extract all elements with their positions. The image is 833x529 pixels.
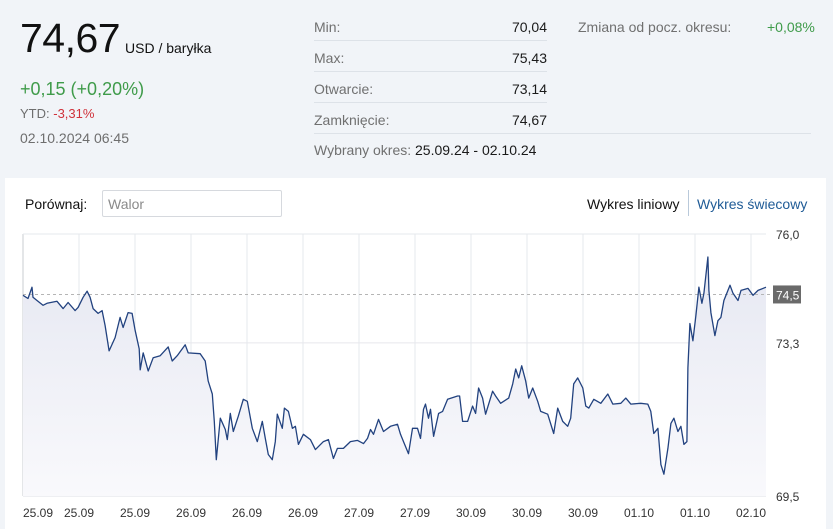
price-change: +0,15 (+0,20%) xyxy=(20,79,145,99)
stat-value: 70,04 xyxy=(511,19,547,35)
stat-row-min: Min: 70,04 xyxy=(314,10,547,41)
period-value: 25.09.24 - 02.10.24 xyxy=(415,142,537,158)
tab-candle-chart[interactable]: Wykres świecowy xyxy=(697,196,808,212)
current-price: 74,67 xyxy=(20,15,121,61)
tab-line-chart[interactable]: Wykres liniowy xyxy=(587,196,680,212)
quote-datetime: 02.10.2024 06:45 xyxy=(20,130,129,146)
stat-label: Zamknięcie: xyxy=(314,112,390,128)
stat-label: Max: xyxy=(314,50,345,66)
stat-row-open: Otwarcie: 73,14 xyxy=(314,72,547,103)
stat-value: 75,43 xyxy=(511,50,547,66)
tab-divider xyxy=(688,190,689,216)
period-change-label: Zmiana od pocz. okresu: xyxy=(578,19,732,35)
ytd-change: YTD: -3,31% xyxy=(20,106,94,121)
stat-label: Otwarcie: xyxy=(314,81,374,97)
price-unit: USD / baryłka xyxy=(125,40,212,56)
ytd-label: YTD: xyxy=(20,106,50,121)
period-label: Wybrany okres: xyxy=(314,142,412,158)
ytd-value: -3,31% xyxy=(53,106,95,121)
period-change-value: +0,08% xyxy=(767,19,815,35)
compare-label: Porównaj: xyxy=(25,196,88,212)
stat-row-close: Zamknięcie: 74,67 xyxy=(314,103,811,134)
chart-panel xyxy=(5,178,826,529)
stat-value: 73,14 xyxy=(511,81,547,97)
stat-row-max: Max: 75,43 xyxy=(314,41,547,72)
compare-input[interactable] xyxy=(102,190,282,217)
stat-label: Min: xyxy=(314,19,341,35)
stat-value: 74,67 xyxy=(511,112,547,128)
selected-period: Wybrany okres: 25.09.24 - 02.10.24 xyxy=(314,142,536,158)
